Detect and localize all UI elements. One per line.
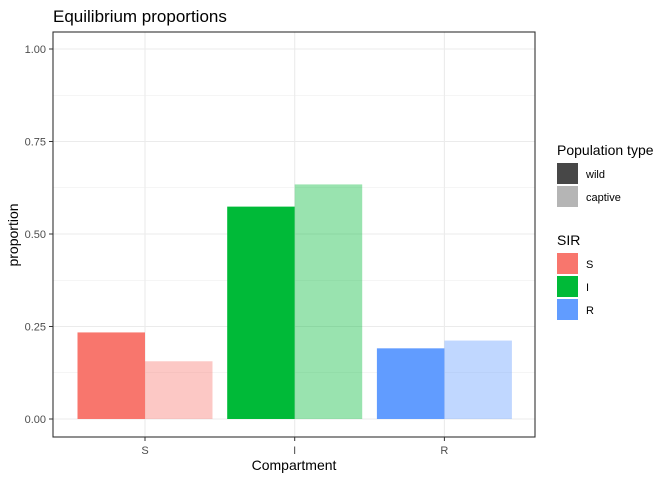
legend-label: S — [586, 259, 593, 271]
legend-label: I — [586, 282, 589, 294]
y-tick-label: 0.50 — [25, 229, 46, 241]
legend-label: R — [586, 305, 594, 317]
legend-title: Population type — [557, 142, 654, 158]
plot-panel: 0.00 0.25 0.50 0.75 1.00 S I R — [25, 31, 536, 457]
legend-key — [557, 276, 578, 297]
bar-wild-R — [376, 348, 445, 419]
y-tick-label: 1.00 — [25, 44, 46, 56]
x-tick-label: R — [440, 445, 448, 457]
legends: Population type wild captive SIR SIR — [557, 142, 654, 320]
y-axis-label: proportion — [5, 203, 21, 266]
legend-title: SIR — [557, 232, 580, 248]
y-tick-label: 0.00 — [25, 414, 46, 426]
legend-key — [557, 253, 578, 274]
legend-key — [557, 163, 578, 184]
legend-key — [557, 299, 578, 320]
legend-label: captive — [586, 192, 621, 204]
y-tick-label: 0.25 — [25, 322, 46, 334]
x-tick-label: S — [141, 445, 148, 457]
bar-wild-I — [227, 206, 295, 419]
bar-captive-R — [444, 340, 512, 419]
x-tick-label: I — [293, 445, 296, 457]
panel-border — [52, 31, 536, 438]
legend-key — [557, 186, 578, 207]
legend-label: wild — [585, 169, 605, 181]
chart-title: Equilibrium proportions — [53, 7, 227, 26]
y-tick-label: 0.75 — [25, 137, 46, 149]
bar-wild-S — [77, 332, 145, 419]
x-axis-label: Compartment — [252, 457, 337, 473]
bar-captive-S — [145, 361, 213, 419]
bar-captive-I — [294, 184, 363, 419]
